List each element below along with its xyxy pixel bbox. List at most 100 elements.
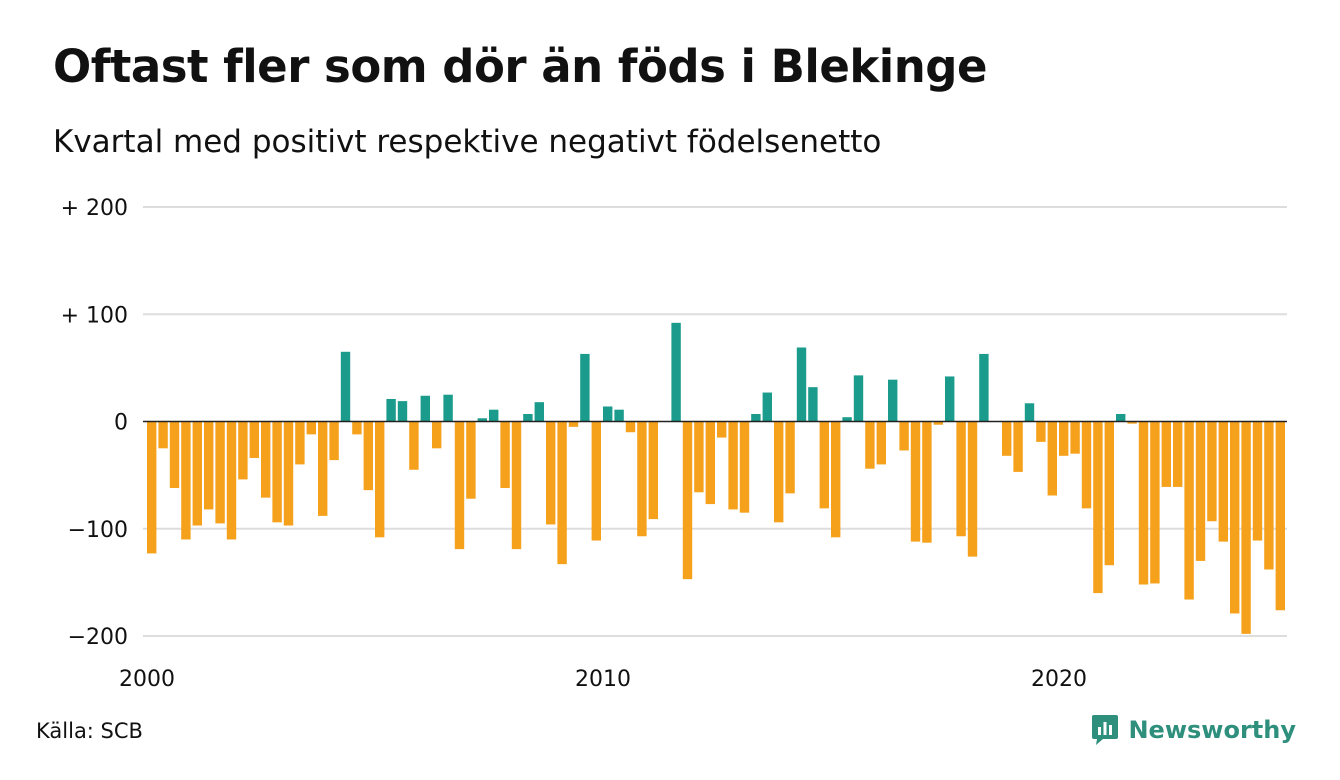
bar — [671, 322, 681, 422]
bar — [1252, 421, 1263, 541]
bar — [1275, 421, 1285, 611]
bar — [831, 421, 841, 538]
bar — [1070, 421, 1080, 454]
bar — [420, 395, 430, 422]
bar — [1230, 421, 1240, 614]
bar — [215, 421, 225, 524]
bar — [808, 387, 818, 422]
bar — [295, 421, 305, 465]
bar — [888, 379, 898, 422]
bar — [261, 421, 271, 498]
chart-subtitle: Kvartal med positivt respektive negativt… — [53, 124, 882, 160]
bar — [249, 421, 259, 458]
bar — [147, 421, 157, 554]
bar — [534, 402, 544, 422]
bar — [454, 421, 465, 550]
bar — [443, 394, 453, 422]
bar — [956, 421, 966, 537]
bar — [1002, 421, 1012, 456]
bar — [637, 421, 647, 537]
bar — [1047, 421, 1057, 496]
bar — [694, 421, 704, 493]
y-axis-labels: + 200 + 100 0 −100 −200 — [61, 196, 128, 650]
bar — [318, 421, 328, 516]
bar — [910, 421, 921, 542]
bar — [511, 421, 522, 550]
bar — [762, 392, 772, 422]
bar — [1264, 421, 1274, 570]
bar — [717, 421, 727, 438]
x-tick-label: 2010 — [575, 667, 631, 692]
bar — [226, 421, 237, 540]
bar — [363, 421, 373, 491]
bar — [352, 421, 362, 435]
bar — [386, 398, 396, 422]
bar — [1138, 421, 1149, 585]
bar — [283, 421, 294, 526]
bar — [580, 353, 590, 422]
bar — [1036, 421, 1046, 442]
y-tick-label: + 200 — [61, 196, 128, 221]
bar — [181, 421, 191, 540]
bar — [1093, 421, 1103, 594]
brand-logo: Newsworthy — [1090, 714, 1296, 746]
y-tick-label: 0 — [114, 411, 128, 436]
bar — [614, 409, 624, 422]
bar — [728, 421, 738, 510]
bar — [922, 421, 932, 543]
bar — [329, 421, 339, 461]
bar — [1241, 421, 1251, 634]
bar — [432, 421, 442, 449]
bar — [842, 417, 852, 422]
bar — [1195, 421, 1206, 561]
bar — [1150, 421, 1160, 584]
bar — [945, 376, 955, 422]
bar — [819, 421, 829, 509]
bar — [705, 421, 715, 505]
bar — [865, 421, 875, 469]
bar — [306, 421, 316, 435]
bar — [466, 421, 476, 499]
bar — [682, 421, 693, 580]
bar — [876, 421, 886, 465]
bar — [603, 406, 613, 422]
bar — [751, 413, 761, 422]
bar — [648, 421, 658, 520]
bar — [192, 421, 202, 526]
bar — [272, 421, 282, 523]
bar — [1161, 421, 1171, 487]
bar — [397, 401, 408, 422]
bar — [1024, 403, 1035, 422]
bar — [1104, 421, 1114, 566]
bar — [523, 413, 533, 422]
bar — [1184, 421, 1194, 600]
bar — [1218, 421, 1228, 542]
bar — [169, 421, 180, 488]
bar — [1116, 413, 1126, 422]
bar — [557, 421, 567, 565]
y-tick-label: + 100 — [61, 303, 128, 328]
bar — [899, 421, 909, 451]
bar — [967, 421, 978, 557]
bar — [1013, 421, 1023, 472]
bar — [204, 421, 214, 510]
newsworthy-logo-icon — [1092, 715, 1119, 745]
bar — [500, 421, 510, 488]
bar — [568, 421, 579, 427]
bars — [147, 322, 1285, 634]
chart-title: Oftast fler som dör än föds i Blekinge — [53, 40, 987, 93]
bar — [340, 351, 351, 422]
bar — [1081, 421, 1092, 509]
bar — [774, 421, 784, 523]
bar — [238, 421, 248, 480]
bar — [409, 421, 419, 470]
bar — [1173, 421, 1183, 487]
bar — [591, 421, 601, 541]
y-tick-label: −100 — [68, 518, 128, 543]
bar — [933, 421, 943, 425]
x-axis-labels: 2000 2010 2020 — [119, 667, 1087, 692]
bar-chart: + 200 + 100 0 −100 −200 2000 2010 2020 — [61, 196, 1287, 692]
bar — [1059, 421, 1069, 456]
bar — [785, 421, 795, 494]
bar — [796, 347, 807, 422]
